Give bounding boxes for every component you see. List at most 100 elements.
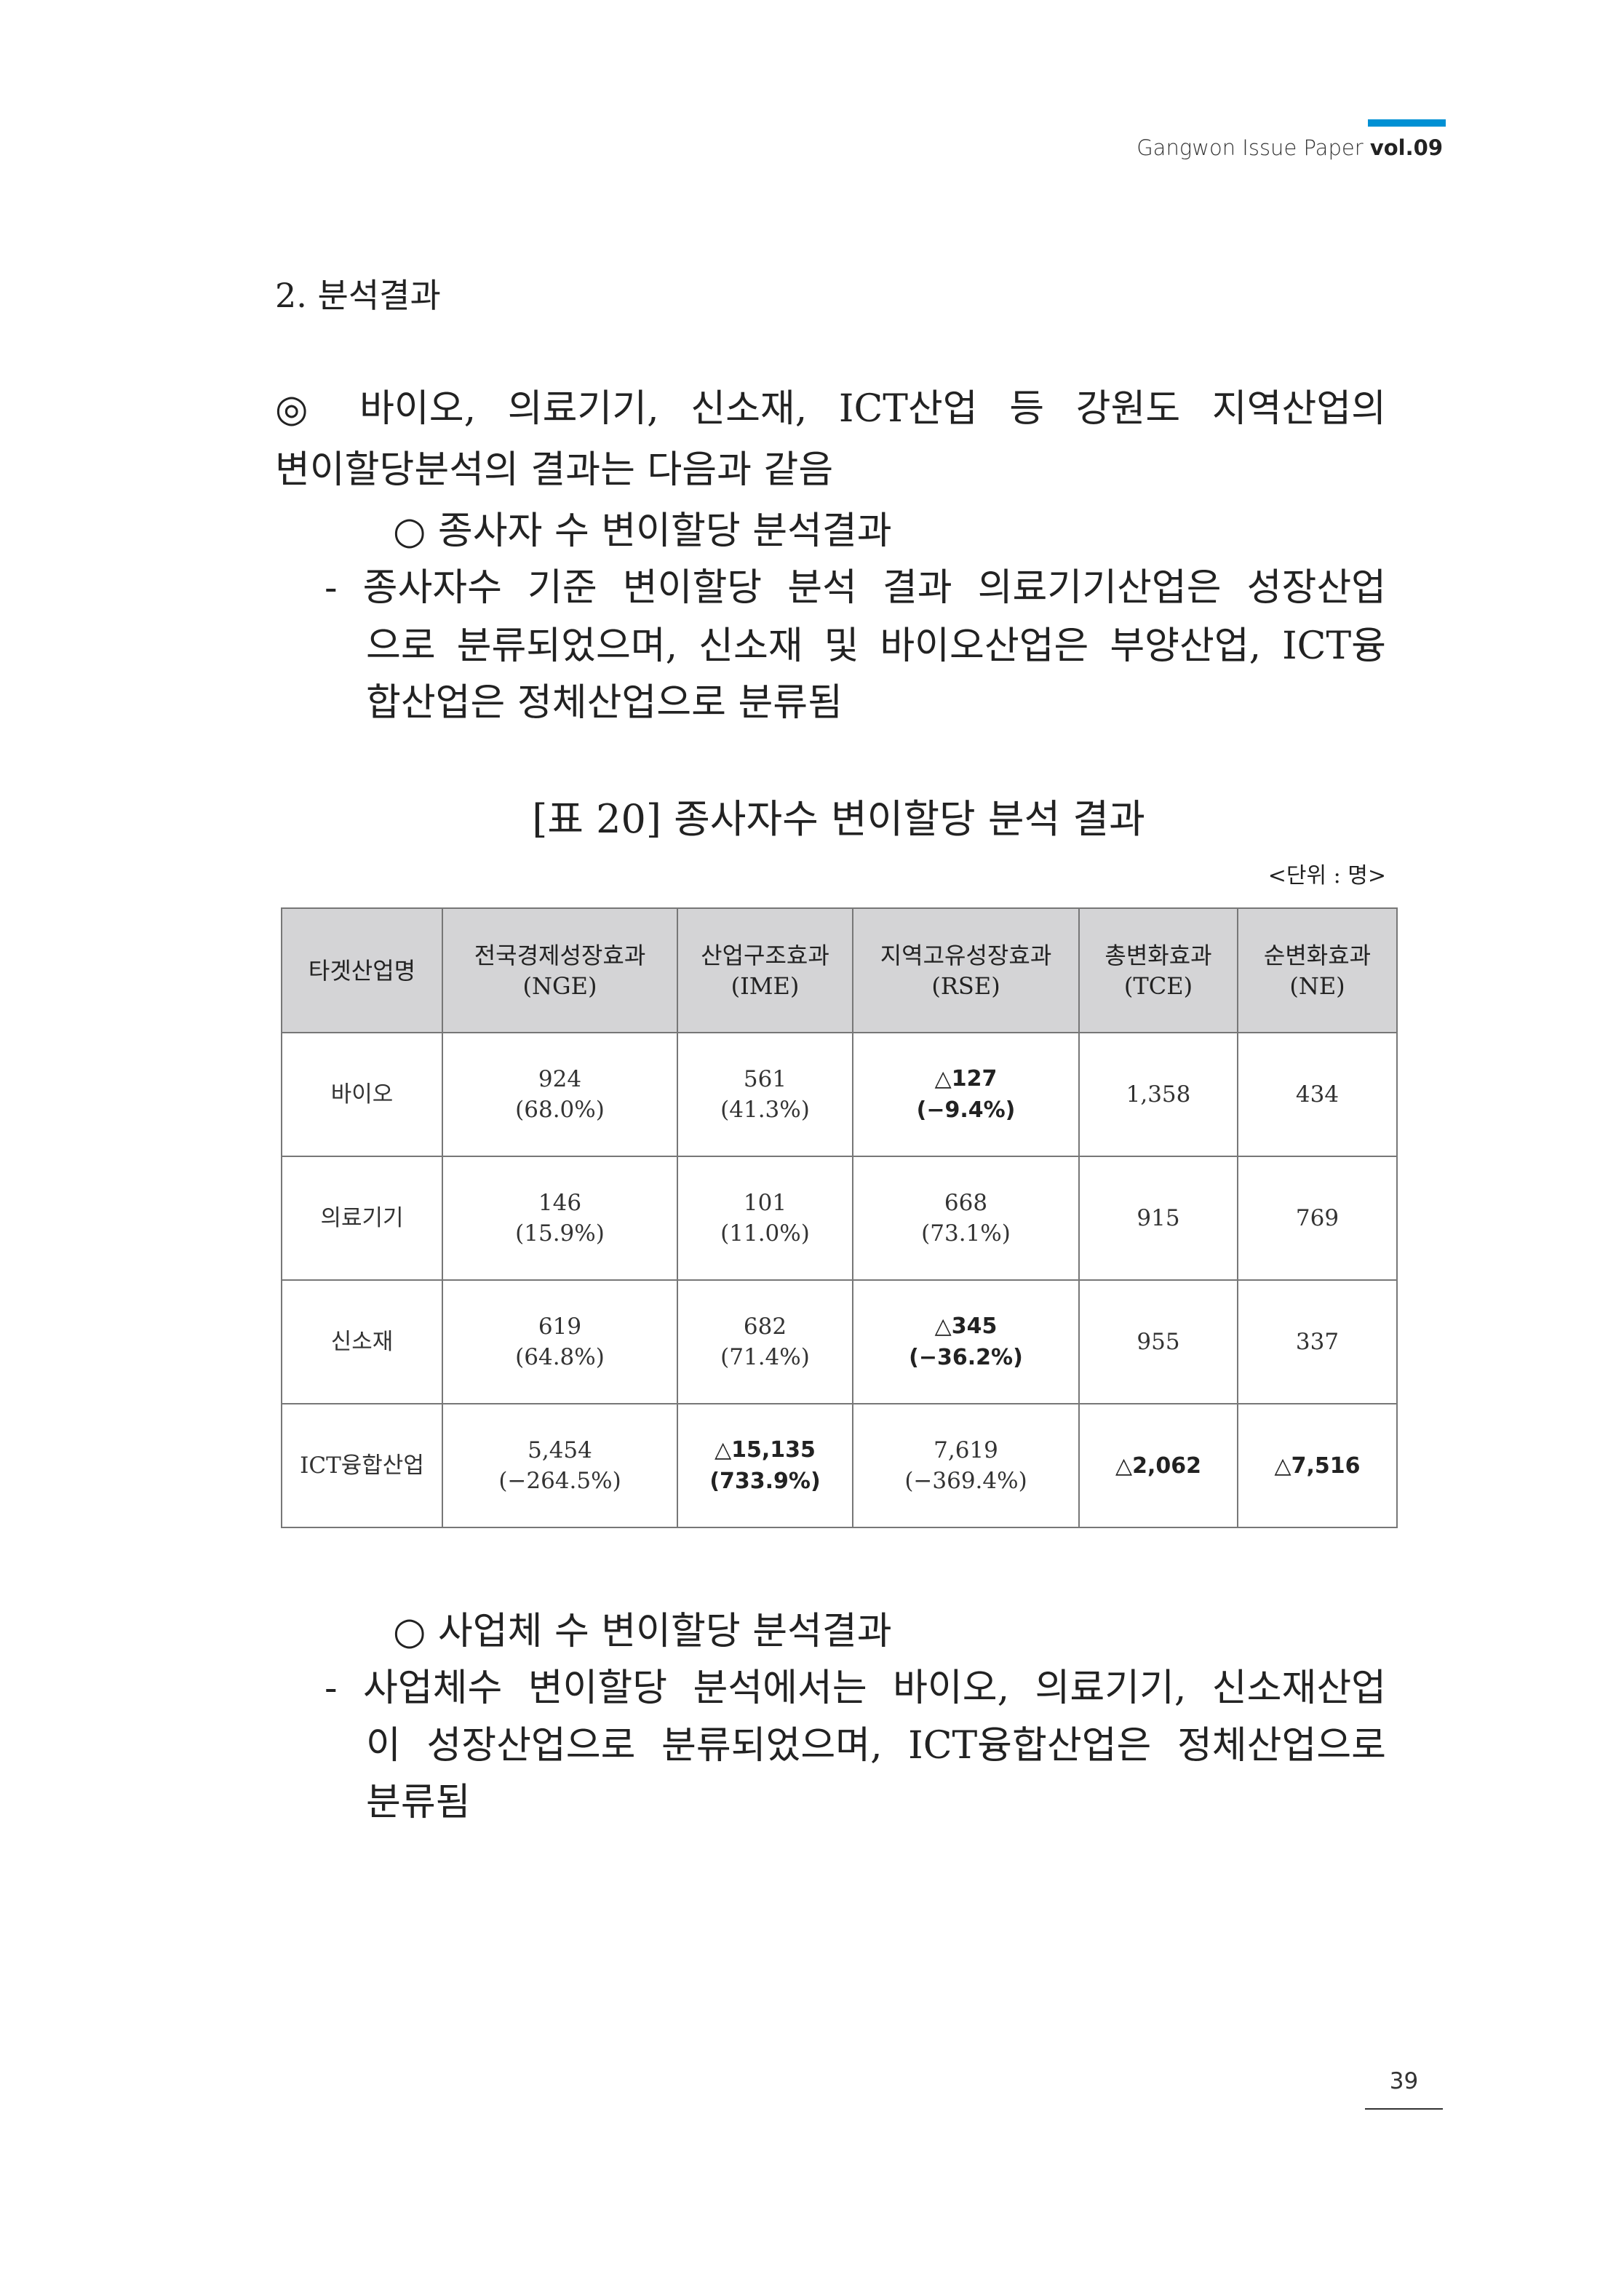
cell-name: 바이오	[281, 1032, 443, 1157]
column-header-text: 산업구조효과	[701, 941, 829, 969]
table-unit: <단위 : 명>	[1267, 863, 1386, 889]
cell-value: (68.0%)	[515, 1097, 605, 1123]
cell-value: 146	[538, 1190, 582, 1216]
cell-nge: 5,454 (−264.5%)	[442, 1403, 678, 1528]
businesses-text-line: - 사업체수 변이할당 분석에서는 바이오, 의료기기, 신소재산업	[325, 1666, 1386, 1710]
cell-nge: 924 (68.0%)	[442, 1032, 678, 1157]
publication-title: Gangwon Issue Paper	[1137, 135, 1370, 160]
cell-value: (73.1%)	[921, 1220, 1011, 1247]
cell-value: (−369.4%)	[904, 1468, 1027, 1494]
table-row: 바이오 924 (68.0%) 561 (41.3%) △127 (−9.4%) 1,358 4…	[281, 1032, 1398, 1157]
employees-heading: ○ 종사자 수 변이할당 분석결과	[393, 509, 892, 553]
column-header: 산업구조효과 (IME)	[677, 907, 853, 1033]
cell-value: (71.4%)	[720, 1344, 810, 1370]
employees-text-line: 합산업은 정체산업으로 분류됨	[366, 681, 843, 725]
column-header-text: 지역고유성장효과	[880, 941, 1052, 969]
cell-value: (−264.5%)	[498, 1468, 621, 1494]
cell-nge: 146 (15.9%)	[442, 1156, 678, 1281]
cell-rse: 7,619 (−369.4%)	[852, 1403, 1080, 1528]
cell-value: 561	[743, 1066, 787, 1092]
cell-value: (64.8%)	[515, 1344, 605, 1370]
cell-ne: △7,516	[1237, 1403, 1398, 1528]
section-title: 2. 분석결과	[275, 276, 441, 315]
cell-value: △7,516	[1274, 1453, 1361, 1479]
page-number: 39	[1389, 2068, 1419, 2094]
cell-value: (11.0%)	[720, 1220, 810, 1247]
cell-value: △15,135	[715, 1437, 816, 1463]
cell-value: 바이오	[330, 1081, 394, 1108]
cell-name: 의료기기	[281, 1156, 443, 1281]
column-header-text: (NGE)	[522, 971, 597, 1000]
cell-name: 신소재	[281, 1279, 443, 1404]
cell-tce: 915	[1078, 1156, 1238, 1281]
cell-ime: 561 (41.3%)	[677, 1032, 853, 1157]
publication-header: Gangwon Issue Paper vol.09	[1137, 135, 1443, 160]
cell-value: 의료기기	[320, 1205, 404, 1231]
cell-tce: 955	[1078, 1279, 1238, 1404]
table-row: 신소재 619 (64.8%) 682 (71.4%) △345 (−36.2%) 955 33…	[281, 1279, 1398, 1404]
cell-ime: △15,135 (733.9%)	[677, 1403, 853, 1528]
cell-tce: △2,062	[1078, 1403, 1238, 1528]
cell-value: 5,454	[528, 1437, 592, 1463]
column-header: 지역고유성장효과 (RSE)	[852, 907, 1080, 1033]
cell-value: 924	[538, 1066, 582, 1092]
cell-value: 915	[1137, 1205, 1180, 1231]
cell-ne: 434	[1237, 1032, 1398, 1157]
cell-ime: 101 (11.0%)	[677, 1156, 853, 1281]
cell-ime: 682 (71.4%)	[677, 1279, 853, 1404]
header-accent-bar	[1368, 119, 1446, 127]
cell-value: 434	[1295, 1081, 1340, 1108]
column-header-text: 전국경제성장효과	[474, 941, 646, 969]
cell-tce: 1,358	[1078, 1032, 1238, 1157]
cell-value: (−36.2%)	[909, 1345, 1023, 1370]
cell-rse: △127 (−9.4%)	[852, 1032, 1080, 1157]
cell-value: △127	[934, 1066, 998, 1092]
cell-value: ICT융합산업	[300, 1453, 424, 1479]
cell-name: ICT융합산업	[281, 1403, 443, 1528]
cell-value: 101	[743, 1190, 787, 1216]
cell-value: (−9.4%)	[916, 1097, 1016, 1123]
cell-rse: 668 (73.1%)	[852, 1156, 1080, 1281]
shift-share-table: 타겟산업명 전국경제성장효과 (NGE) 산업구조효과 (IME) 지역고유성장효과 (RS…	[281, 907, 1398, 1528]
column-header-text: (NE)	[1289, 971, 1345, 1000]
table-caption: [표 20] 종사자수 변이할당 분석 결과	[532, 796, 1145, 842]
column-header: 전국경제성장효과 (NGE)	[442, 907, 678, 1033]
column-header-text: 타겟산업명	[308, 956, 416, 985]
employees-text-line: - 종사자수 기준 변이할당 분석 결과 의료기기산업은 성장산업	[325, 566, 1386, 610]
cell-nge: 619 (64.8%)	[442, 1279, 678, 1404]
cell-value: (41.3%)	[720, 1097, 810, 1123]
businesses-heading: ○ 사업체 수 변이할당 분석결과	[393, 1610, 892, 1653]
table-row: ICT융합산업 5,454 (−264.5%) △15,135 (733.9%) 7,61…	[281, 1403, 1398, 1528]
cell-ne: 769	[1237, 1156, 1398, 1281]
cell-value: 668	[944, 1190, 988, 1216]
cell-value: 1,358	[1126, 1081, 1191, 1108]
employees-text-line: 으로 분류되었으며, 신소재 및 바이오산업은 부양산업, ICT융	[366, 624, 1386, 668]
cell-rse: △345 (−36.2%)	[852, 1279, 1080, 1404]
column-header-text: 총변화효과	[1104, 941, 1212, 969]
cell-value: (733.9%)	[709, 1469, 821, 1494]
cell-ne: 337	[1237, 1279, 1398, 1404]
table-header-row: 타겟산업명 전국경제성장효과 (NGE) 산업구조효과 (IME) 지역고유성장효과 (RS…	[281, 907, 1398, 1033]
cell-value: 682	[743, 1314, 787, 1340]
cell-value: 337	[1295, 1329, 1340, 1355]
column-header-text: (RSE)	[931, 971, 1000, 1000]
cell-value: (15.9%)	[515, 1220, 605, 1247]
businesses-text-line: 분류됨	[366, 1781, 471, 1824]
cell-value: 955	[1137, 1329, 1180, 1355]
cell-value: △345	[934, 1314, 998, 1339]
cell-value: 769	[1295, 1205, 1340, 1231]
volume-label: vol.09	[1369, 135, 1443, 160]
cell-value: 신소재	[330, 1329, 394, 1355]
intro-line-2: 변이할당분석의 결과는 다음과 같음	[275, 448, 834, 492]
column-header-text: (TCE)	[1123, 971, 1193, 1000]
cell-value: 619	[538, 1314, 582, 1340]
page-number-underline	[1365, 2108, 1443, 2110]
column-header: 타겟산업명	[281, 907, 443, 1033]
column-header-text: (IME)	[731, 971, 800, 1000]
column-header-text: 순변화효과	[1263, 941, 1372, 969]
cell-value: 7,619	[934, 1437, 998, 1463]
businesses-text-line: 이 성장산업으로 분류되었으며, ICT융합산업은 정체산업으로	[366, 1724, 1386, 1768]
column-header: 순변화효과 (NE)	[1237, 907, 1398, 1033]
table-row: 의료기기 146 (15.9%) 101 (11.0%) 668 (73.1%) 915 769	[281, 1156, 1398, 1281]
cell-value: △2,062	[1115, 1453, 1201, 1479]
